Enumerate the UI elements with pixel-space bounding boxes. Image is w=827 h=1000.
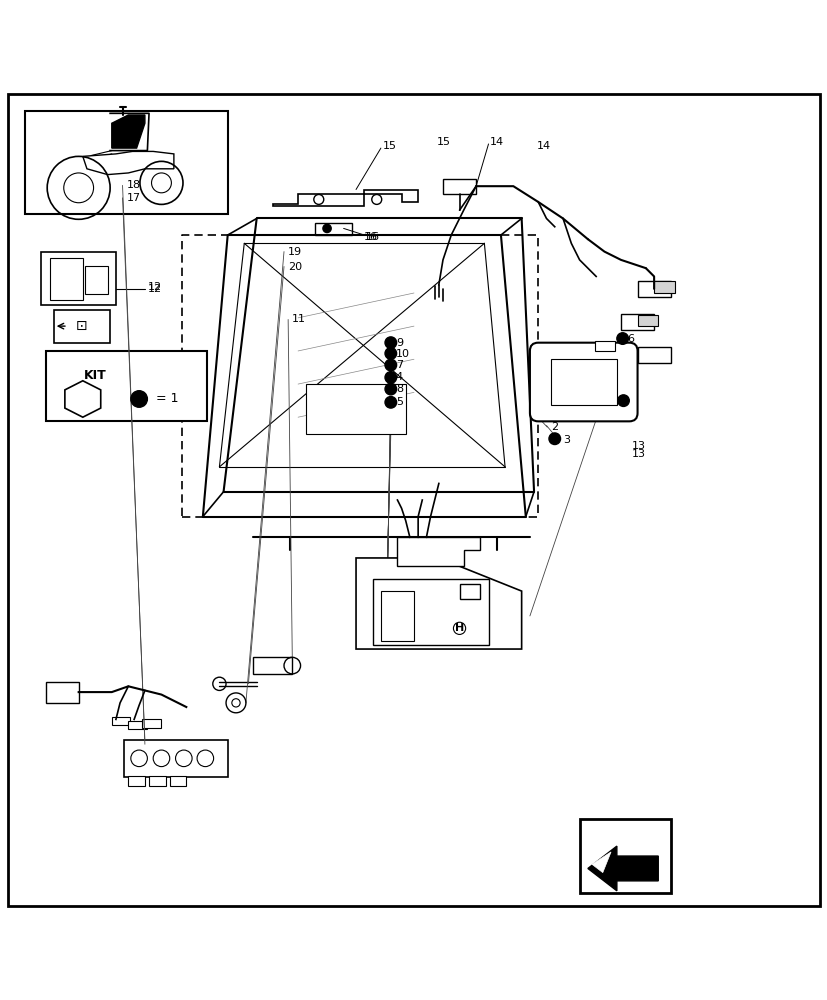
Bar (459, 584, 480, 599)
Polygon shape (273, 190, 418, 206)
Bar (50, 258, 83, 300)
Text: 4: 4 (395, 372, 403, 382)
Circle shape (131, 391, 147, 407)
Bar (25, 111, 227, 214)
Bar (579, 819, 670, 893)
Bar (149, 776, 165, 786)
Text: 17: 17 (127, 193, 141, 203)
Bar (252, 657, 292, 674)
Bar (45, 351, 207, 421)
Text: 6: 6 (627, 334, 633, 344)
Bar (85, 266, 108, 294)
Text: 15: 15 (382, 141, 396, 151)
Text: 16: 16 (364, 232, 378, 242)
Text: 14: 14 (490, 137, 504, 147)
Bar (550, 359, 616, 405)
Bar (306, 384, 405, 434)
Text: 11: 11 (292, 314, 306, 324)
FancyBboxPatch shape (529, 343, 637, 421)
Polygon shape (397, 537, 480, 566)
Text: 18: 18 (127, 180, 141, 190)
Text: = 1: = 1 (155, 392, 178, 405)
Polygon shape (591, 852, 610, 873)
Bar (314, 223, 351, 235)
Circle shape (617, 395, 629, 406)
Bar (594, 341, 614, 351)
Polygon shape (112, 115, 145, 148)
Text: 19: 19 (288, 247, 302, 257)
Text: 12: 12 (147, 282, 161, 292)
Polygon shape (587, 846, 657, 891)
Circle shape (323, 224, 331, 233)
Text: 3: 3 (562, 435, 569, 445)
Bar (54, 310, 110, 343)
Bar (442, 179, 476, 194)
Text: 7: 7 (395, 360, 403, 370)
Text: 15: 15 (436, 137, 450, 147)
Polygon shape (356, 558, 521, 649)
Text: 20: 20 (288, 262, 302, 272)
Text: 13: 13 (631, 441, 645, 451)
Text: 5: 5 (395, 397, 402, 407)
Bar (620, 314, 653, 330)
Circle shape (548, 433, 560, 445)
Bar (45, 682, 79, 703)
Bar (637, 347, 670, 363)
Circle shape (385, 359, 396, 371)
Bar (128, 776, 145, 786)
Bar (637, 281, 670, 297)
Text: ⊡: ⊡ (76, 319, 88, 333)
Text: 10: 10 (395, 349, 409, 359)
Bar (372, 579, 488, 645)
Bar (41, 252, 116, 305)
Circle shape (385, 383, 396, 395)
Circle shape (385, 337, 396, 348)
Text: 13: 13 (631, 449, 645, 459)
Bar (142, 719, 160, 728)
Polygon shape (83, 151, 174, 175)
Bar (170, 776, 186, 786)
Circle shape (385, 396, 396, 408)
Circle shape (616, 333, 628, 344)
Text: 2: 2 (551, 422, 558, 432)
Text: 16: 16 (366, 232, 380, 242)
Bar (112, 717, 130, 725)
Text: 8: 8 (395, 384, 403, 394)
Text: H: H (454, 623, 464, 633)
Text: 9: 9 (395, 338, 403, 348)
Text: 14: 14 (536, 141, 550, 151)
Bar (653, 281, 674, 293)
Bar (380, 591, 414, 641)
Circle shape (385, 348, 396, 359)
Bar (128, 721, 146, 729)
Text: KIT: KIT (84, 369, 107, 382)
Circle shape (385, 372, 396, 383)
Bar (637, 315, 657, 326)
Bar (124, 740, 227, 777)
Text: 12: 12 (147, 284, 161, 294)
